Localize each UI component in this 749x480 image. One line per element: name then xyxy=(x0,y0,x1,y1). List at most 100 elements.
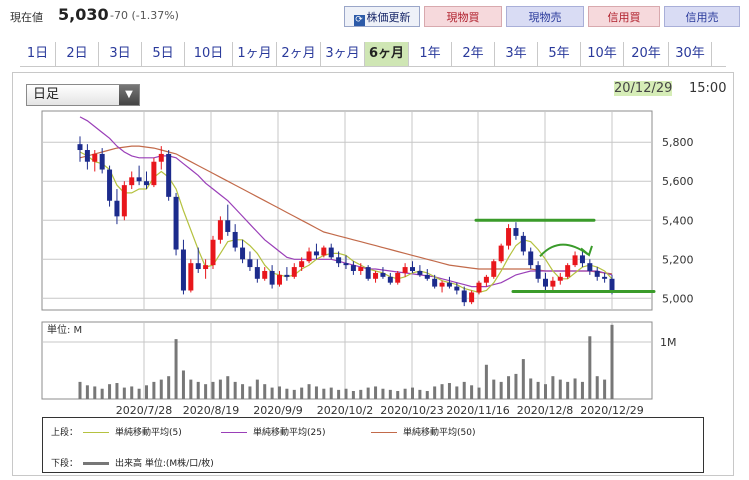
tab-period-3[interactable]: 3日 xyxy=(99,42,142,66)
volume-bar xyxy=(551,376,555,399)
volume-bar xyxy=(189,379,193,399)
tab-period-11[interactable]: 2年 xyxy=(452,42,495,66)
current-price-value: 5,030 xyxy=(58,5,109,24)
volume-bar xyxy=(174,339,178,399)
legend-swatch-ma50 xyxy=(371,432,397,433)
tab-period-10[interactable]: 1年 xyxy=(409,42,452,66)
candle-body xyxy=(240,247,246,260)
candle-body xyxy=(395,272,401,283)
volume-bar xyxy=(137,388,141,399)
tab-period-16[interactable]: 30年 xyxy=(669,42,712,66)
volume-bar xyxy=(181,370,185,399)
candle-body xyxy=(461,290,467,303)
refresh-price-button[interactable]: ⟳ 株価更新 xyxy=(344,6,420,27)
candle-body xyxy=(557,276,563,281)
x-tick-label: 2020/7/28 xyxy=(116,404,172,417)
candle-body xyxy=(121,185,127,217)
volume-bar xyxy=(603,379,607,399)
candle-body xyxy=(424,274,430,279)
volume-bar xyxy=(462,381,466,399)
tab-period-13[interactable]: 5年 xyxy=(538,42,581,66)
candle-body xyxy=(387,276,393,283)
tab-period-2[interactable]: 2日 xyxy=(56,42,99,66)
y-tick-label: 5,200 xyxy=(662,253,694,266)
candle-body xyxy=(373,272,379,279)
tab-period-9[interactable]: 6ヶ月 xyxy=(365,42,409,66)
margin-sell-button[interactable]: 信用売 xyxy=(664,6,740,27)
volume-bar xyxy=(255,379,259,399)
candle-body xyxy=(432,278,438,287)
candle-body xyxy=(203,265,209,270)
volume-bar xyxy=(285,388,289,399)
volume-bar xyxy=(580,381,584,399)
tab-period-1[interactable]: 1日 xyxy=(20,42,56,66)
candle-body xyxy=(587,263,593,271)
candle-body xyxy=(321,247,327,256)
as-of-date: 20/12/29 xyxy=(612,80,674,98)
candle-body xyxy=(114,200,120,217)
x-tick-label: 2020/10/2 xyxy=(317,404,373,417)
legend-upper-label: 上段： xyxy=(51,428,79,438)
volume-bar xyxy=(329,387,333,399)
tab-period-4[interactable]: 5日 xyxy=(142,42,185,66)
volume-bar xyxy=(411,387,414,399)
candle-body xyxy=(277,274,282,285)
candle-body xyxy=(306,251,312,262)
tab-period-12[interactable]: 3年 xyxy=(495,42,538,66)
candle-body xyxy=(528,251,534,266)
tab-period-6[interactable]: 1ヶ月 xyxy=(233,42,277,66)
volume-bar xyxy=(85,385,89,399)
refresh-price-label: 株価更新 xyxy=(366,11,411,24)
volume-bar xyxy=(93,386,97,399)
volume-bar xyxy=(115,383,119,399)
candle-body xyxy=(358,267,364,271)
interval-select-value: 日足 xyxy=(33,87,60,102)
candle-body xyxy=(129,177,135,186)
spot-sell-button[interactable]: 現物売 xyxy=(506,6,584,27)
candle-body xyxy=(380,272,386,277)
volume-bar xyxy=(558,379,562,399)
candle-body xyxy=(173,196,179,250)
volume-unit-label: 単位: M xyxy=(47,323,82,336)
volume-bar xyxy=(595,376,599,399)
tab-period-15[interactable]: 20年 xyxy=(624,42,669,66)
volume-bar xyxy=(292,389,296,399)
volume-bar xyxy=(499,381,503,399)
volume-bar xyxy=(152,381,156,399)
volume-bar xyxy=(396,391,400,399)
volume-bar xyxy=(403,388,407,399)
spot-buy-button[interactable]: 現物買 xyxy=(424,6,502,27)
candle-body xyxy=(284,274,290,277)
candle-body xyxy=(180,249,186,291)
candle-body xyxy=(446,282,452,287)
candle-body xyxy=(247,259,253,268)
tab-period-5[interactable]: 10日 xyxy=(185,42,233,66)
candle-body xyxy=(151,161,157,186)
x-tick-label: 2020/8/19 xyxy=(183,404,239,417)
legend-item-volume: 出来高 単位:(M株/口/枚) xyxy=(83,456,214,469)
legend-item-ma25: 単純移動平均(25) xyxy=(221,425,325,438)
candle-body xyxy=(195,263,201,270)
volume-bar xyxy=(484,364,488,399)
tab-period-8[interactable]: 3ヶ月 xyxy=(321,42,365,66)
volume-bar xyxy=(374,386,378,399)
volume-bar xyxy=(100,388,104,399)
candle-body xyxy=(535,265,541,279)
tab-period-7[interactable]: 2ヶ月 xyxy=(277,42,321,66)
volume-bar xyxy=(218,379,222,399)
candle-body xyxy=(579,255,585,264)
margin-buy-button[interactable]: 信用買 xyxy=(588,6,660,27)
as-of-time: 15:00 xyxy=(689,81,727,96)
volume-bar xyxy=(145,385,148,399)
volume-bar xyxy=(248,386,252,399)
tab-period-14[interactable]: 10年 xyxy=(581,42,624,66)
volume-bar xyxy=(470,385,474,399)
legend-swatch-ma25 xyxy=(221,432,247,433)
volume-bar xyxy=(588,336,592,399)
candle-body xyxy=(299,261,305,268)
candle-body xyxy=(232,231,238,248)
legend-ma25-label: 単純移動平均(25) xyxy=(253,428,326,438)
candle-body xyxy=(92,153,98,162)
interval-select[interactable]: 日足 ▼ xyxy=(26,84,140,106)
candle-body xyxy=(313,251,319,256)
